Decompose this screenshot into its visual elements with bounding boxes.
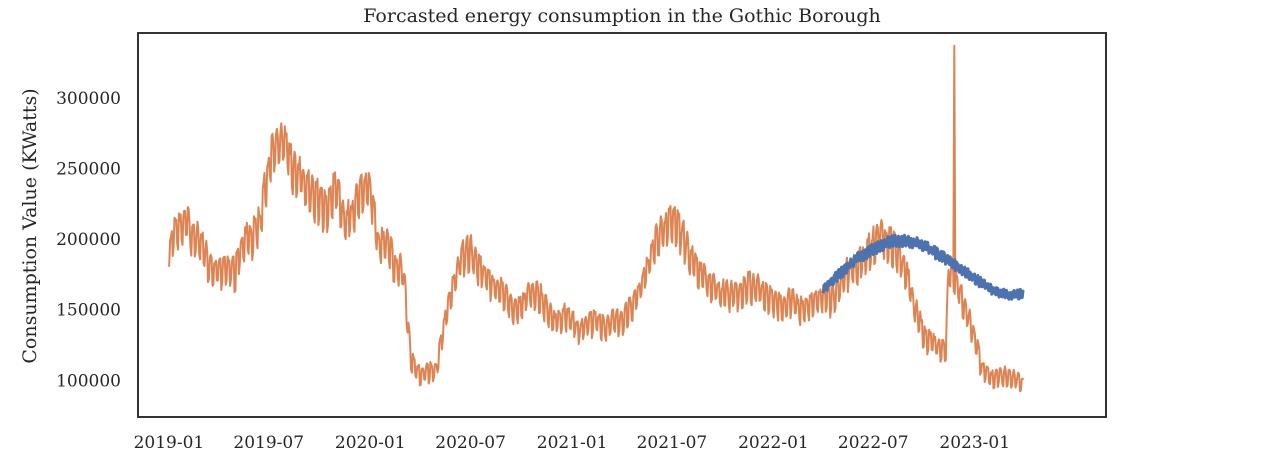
chart-title: Forcasted energy consumption in the Goth…: [363, 5, 880, 27]
y-tick-label: 200000: [56, 230, 121, 250]
series-layer: [167, 44, 1025, 393]
x-tick-label: 2022-01: [738, 433, 809, 453]
x-tick-label: 2021-07: [637, 433, 708, 453]
y-axis-ticks: 100000 150000 200000 250000 300000: [56, 89, 121, 391]
plot-area: [137, 32, 1107, 418]
x-tick-label: 2020-07: [435, 433, 506, 453]
y-tick-label: 100000: [56, 371, 121, 391]
x-tick-label: 2023-01: [939, 433, 1010, 453]
x-tick-label: 2019-01: [134, 433, 205, 453]
x-axis-ticks: 2019-01 2019-07 2020-01 2020-07 2021-01 2021-…: [134, 433, 1010, 453]
x-tick-label: 2022-07: [838, 433, 909, 453]
x-tick-label: 2020-01: [335, 433, 406, 453]
x-tick-label: 2019-07: [233, 433, 304, 453]
y-tick-label: 150000: [56, 301, 121, 321]
y-tick-label: 250000: [56, 160, 121, 180]
y-axis-label: Consumption Value (KWatts): [19, 88, 41, 363]
x-tick-label: 2021-01: [537, 433, 608, 453]
series-line-forecast: [821, 233, 1025, 301]
y-tick-label: 300000: [56, 89, 121, 109]
